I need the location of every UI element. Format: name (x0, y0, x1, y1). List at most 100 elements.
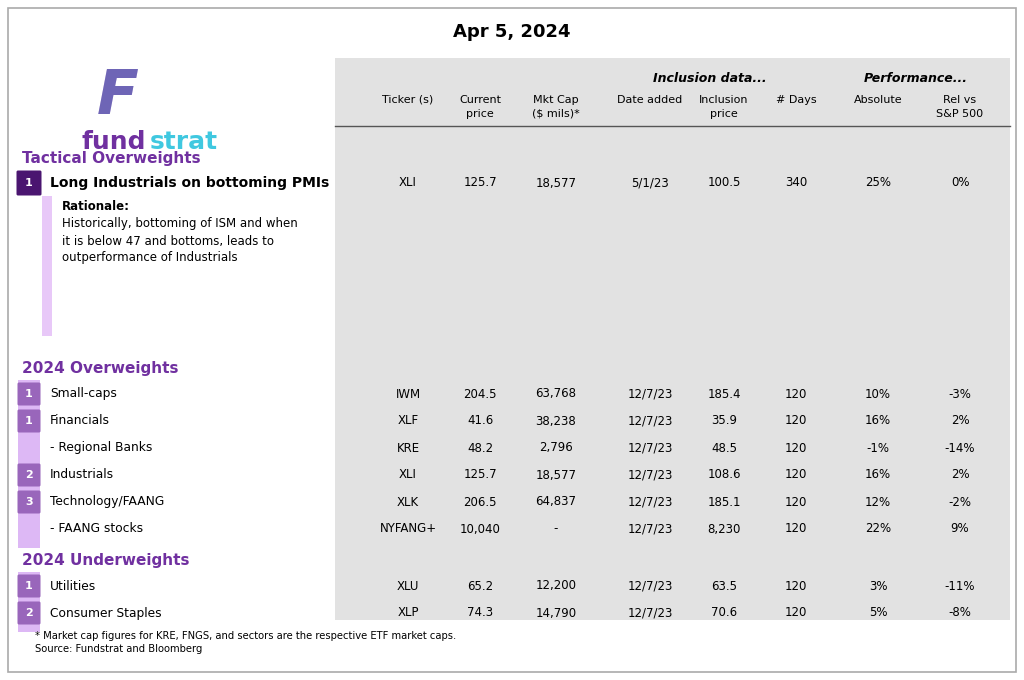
Text: fund: fund (82, 130, 146, 154)
Text: 14,790: 14,790 (536, 607, 577, 619)
Text: Source: Fundstrat and Bloomberg: Source: Fundstrat and Bloomberg (35, 644, 203, 654)
Text: price: price (710, 109, 738, 119)
Text: - Regional Banks: - Regional Banks (50, 441, 153, 454)
Text: -2%: -2% (948, 496, 972, 509)
Bar (42, 196, 52, 336)
Text: 2: 2 (26, 608, 33, 618)
Text: 185.4: 185.4 (708, 388, 740, 401)
Text: 125.7: 125.7 (463, 469, 497, 481)
Text: 16%: 16% (865, 415, 891, 428)
Text: 120: 120 (784, 441, 807, 454)
Text: 12/7/23: 12/7/23 (628, 522, 673, 536)
Bar (335, 58, 1010, 620)
Text: 108.6: 108.6 (708, 469, 740, 481)
Text: 100.5: 100.5 (708, 177, 740, 190)
Text: XLU: XLU (397, 579, 419, 592)
Text: Utilities: Utilities (50, 579, 96, 592)
Text: 64,837: 64,837 (536, 496, 577, 509)
Text: Rationale:: Rationale: (62, 201, 130, 214)
Text: 22%: 22% (865, 522, 891, 536)
Text: Historically, bottoming of ISM and when: Historically, bottoming of ISM and when (62, 218, 298, 231)
Text: 12,200: 12,200 (536, 579, 577, 592)
Text: 63.5: 63.5 (711, 579, 737, 592)
Text: 63,768: 63,768 (536, 388, 577, 401)
Text: 120: 120 (784, 496, 807, 509)
Text: outperformance of Industrials: outperformance of Industrials (62, 252, 238, 265)
Text: KRE: KRE (396, 441, 420, 454)
Text: 18,577: 18,577 (536, 469, 577, 481)
Text: 5/1/23: 5/1/23 (631, 177, 669, 190)
Text: 1: 1 (26, 389, 33, 399)
Text: S&P 500: S&P 500 (936, 109, 984, 119)
FancyBboxPatch shape (17, 575, 41, 598)
Text: 125.7: 125.7 (463, 177, 497, 190)
Text: XLK: XLK (397, 496, 419, 509)
Text: Date added: Date added (617, 95, 683, 105)
Text: 48.5: 48.5 (711, 441, 737, 454)
Text: strat: strat (150, 130, 218, 154)
Text: -14%: -14% (945, 441, 975, 454)
Text: 120: 120 (784, 469, 807, 481)
FancyBboxPatch shape (16, 171, 42, 196)
Text: Apr 5, 2024: Apr 5, 2024 (454, 23, 570, 41)
Text: 8,230: 8,230 (708, 522, 740, 536)
Text: NYFANG+: NYFANG+ (380, 522, 436, 536)
Text: 120: 120 (784, 522, 807, 536)
Text: 65.2: 65.2 (467, 579, 494, 592)
Text: 120: 120 (784, 579, 807, 592)
Text: Industrials: Industrials (50, 469, 114, 481)
Text: Current: Current (459, 95, 501, 105)
Text: 2%: 2% (950, 415, 970, 428)
Text: 12/7/23: 12/7/23 (628, 388, 673, 401)
Text: 1: 1 (26, 416, 33, 426)
Text: 10,040: 10,040 (460, 522, 501, 536)
Text: 12/7/23: 12/7/23 (628, 415, 673, 428)
Text: 3: 3 (26, 497, 33, 507)
Text: F: F (97, 68, 139, 127)
Text: 18,577: 18,577 (536, 177, 577, 190)
Text: Mkt Cap: Mkt Cap (534, 95, 579, 105)
FancyBboxPatch shape (17, 409, 41, 432)
Text: 12/7/23: 12/7/23 (628, 469, 673, 481)
Text: Tactical Overweights: Tactical Overweights (22, 150, 201, 165)
Text: ($ mils)*: ($ mils)* (532, 109, 580, 119)
Text: 41.6: 41.6 (467, 415, 494, 428)
Text: 38,238: 38,238 (536, 415, 577, 428)
Text: Performance...: Performance... (864, 71, 968, 84)
Text: 206.5: 206.5 (463, 496, 497, 509)
FancyBboxPatch shape (8, 8, 1016, 672)
Text: Long Industrials on bottoming PMIs: Long Industrials on bottoming PMIs (50, 176, 330, 190)
Text: Inclusion: Inclusion (699, 95, 749, 105)
Text: 120: 120 (784, 415, 807, 428)
FancyBboxPatch shape (17, 602, 41, 624)
Text: Ticker (s): Ticker (s) (382, 95, 433, 105)
Text: Rel vs: Rel vs (943, 95, 977, 105)
Text: - FAANG stocks: - FAANG stocks (50, 522, 143, 536)
Text: 9%: 9% (950, 522, 970, 536)
Text: 2: 2 (26, 470, 33, 480)
Text: 120: 120 (784, 607, 807, 619)
Text: Small-caps: Small-caps (50, 388, 117, 401)
Text: * Market cap figures for KRE, FNGS, and sectors are the respective ETF market ca: * Market cap figures for KRE, FNGS, and … (35, 631, 457, 641)
Text: 120: 120 (784, 388, 807, 401)
Text: 25%: 25% (865, 177, 891, 190)
Text: XLP: XLP (397, 607, 419, 619)
Text: IWM: IWM (395, 388, 421, 401)
Text: Technology/FAANG: Technology/FAANG (50, 496, 164, 509)
Text: -11%: -11% (945, 579, 975, 592)
Text: F: F (97, 68, 139, 127)
Text: 2024 Overweights: 2024 Overweights (22, 360, 178, 375)
Text: 12/7/23: 12/7/23 (628, 441, 673, 454)
Text: # Days: # Days (776, 95, 816, 105)
Text: 10%: 10% (865, 388, 891, 401)
Text: Consumer Staples: Consumer Staples (50, 607, 162, 619)
Text: -1%: -1% (866, 441, 890, 454)
Text: 74.3: 74.3 (467, 607, 494, 619)
Text: Inclusion data...: Inclusion data... (653, 71, 767, 84)
Text: 3%: 3% (868, 579, 887, 592)
Text: XLF: XLF (397, 415, 419, 428)
Text: it is below 47 and bottoms, leads to: it is below 47 and bottoms, leads to (62, 235, 274, 248)
Text: 2024 Underweights: 2024 Underweights (22, 552, 189, 568)
Text: 12/7/23: 12/7/23 (628, 579, 673, 592)
Text: 5%: 5% (868, 607, 887, 619)
